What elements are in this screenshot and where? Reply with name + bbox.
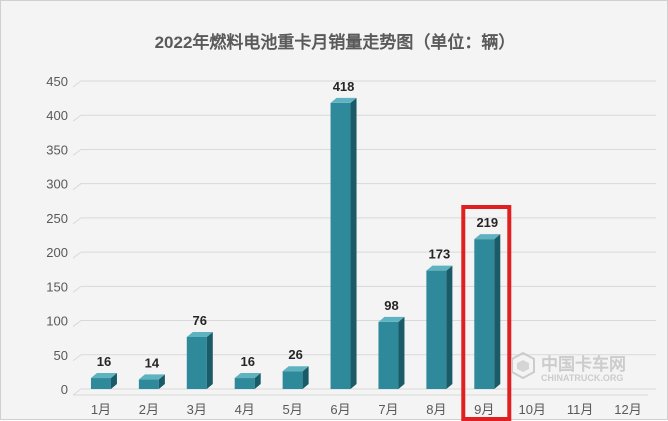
y-tick-label: 400 — [46, 108, 68, 123]
y-tick-label: 250 — [46, 211, 68, 226]
data-label: 14 — [145, 355, 160, 370]
data-label: 16 — [240, 354, 254, 369]
y-tick-label: 0 — [61, 382, 68, 397]
bar — [186, 331, 213, 389]
y-tick-label: 200 — [46, 245, 68, 260]
x-tick-label: 4月 — [235, 402, 255, 417]
bar-top — [426, 265, 453, 271]
highlight-box-september — [461, 205, 512, 421]
x-axis: 1月 2月 3月 4月 5月 6月 7月 8月 9月 10月 11月 12月 — [91, 402, 642, 417]
y-tick-label: 100 — [46, 314, 68, 329]
x-tick-label: 3月 — [187, 402, 207, 417]
bar-front — [90, 378, 111, 389]
bar-side — [350, 97, 357, 389]
bar-top — [378, 316, 405, 322]
bars — [90, 97, 501, 389]
data-label: 76 — [193, 313, 207, 328]
gridline — [72, 183, 656, 191]
data-labels: 16 14 76 16 26 418 98 173 219 — [97, 79, 498, 371]
bar-front — [234, 378, 255, 389]
x-tick-label: 11月 — [567, 402, 594, 417]
y-tick-label: 350 — [46, 142, 68, 157]
data-label: 418 — [333, 79, 355, 94]
x-tick-label: 6月 — [330, 402, 350, 417]
bar-top — [234, 373, 261, 379]
x-tick-label: 1月 — [91, 402, 111, 417]
watermark: 中国卡车网 CHINATRUCK.ORG — [511, 351, 626, 383]
chinatruck-logo-icon — [511, 351, 535, 380]
bar-top — [138, 374, 165, 380]
bar — [426, 265, 453, 389]
bar-side — [446, 265, 453, 389]
bar — [474, 234, 501, 389]
bar-front — [138, 379, 159, 389]
bar-top — [474, 234, 501, 240]
bar — [90, 373, 117, 389]
y-tick-label: 50 — [54, 348, 68, 363]
x-tick-label: 7月 — [378, 402, 398, 417]
watermark-name-en: CHINATRUCK.ORG — [541, 373, 623, 383]
bar-top — [282, 366, 309, 372]
chart-title: 2022年燃料电池重卡月销量走势图（单位：辆） — [155, 32, 516, 52]
watermark-name-cn: 中国卡车网 — [541, 354, 626, 374]
bar-side — [254, 373, 261, 389]
data-label: 16 — [97, 354, 111, 369]
bar — [282, 366, 309, 389]
bar-front — [426, 270, 447, 389]
gridline — [72, 148, 656, 156]
x-tick-label: 5月 — [283, 402, 303, 417]
bar — [378, 316, 405, 389]
bar-side — [398, 316, 405, 389]
gridline — [72, 217, 656, 225]
gridline — [72, 114, 656, 122]
grid-layer — [72, 80, 656, 396]
y-axis: 0 50 100 150 200 250 300 350 400 450 — [46, 74, 68, 397]
x-tick-label: 12月 — [614, 402, 641, 417]
gridline — [72, 320, 656, 327]
y-tick-label: 150 — [46, 279, 68, 294]
bar — [330, 97, 357, 389]
bar-side — [302, 366, 309, 389]
y-tick-label: 450 — [46, 74, 68, 89]
bar-side — [110, 373, 117, 389]
bar-front — [186, 336, 207, 389]
x-tick-label: 10月 — [518, 402, 545, 417]
bar-side — [494, 234, 501, 389]
bar-front — [378, 321, 399, 389]
gridline — [72, 285, 656, 293]
bar-top — [186, 331, 213, 337]
bar-top — [90, 373, 117, 379]
bar-side — [206, 331, 213, 389]
x-tick-label: 8月 — [426, 402, 446, 417]
gridline — [72, 251, 656, 259]
x-tick-label: 2月 — [139, 402, 159, 417]
gridline — [72, 80, 656, 88]
bar — [138, 374, 165, 389]
data-label: 219 — [476, 215, 498, 230]
data-label: 173 — [429, 247, 451, 262]
bar-front — [474, 239, 495, 389]
bar-side — [158, 374, 165, 389]
bar-front — [282, 371, 303, 389]
bar-front — [330, 102, 351, 389]
gridline — [72, 388, 656, 396]
data-label: 26 — [288, 347, 302, 362]
y-tick-label: 300 — [46, 177, 68, 192]
bar-top — [330, 97, 357, 103]
x-tick-label: 9月 — [474, 402, 494, 417]
data-label: 98 — [384, 298, 398, 313]
bar — [234, 373, 261, 389]
